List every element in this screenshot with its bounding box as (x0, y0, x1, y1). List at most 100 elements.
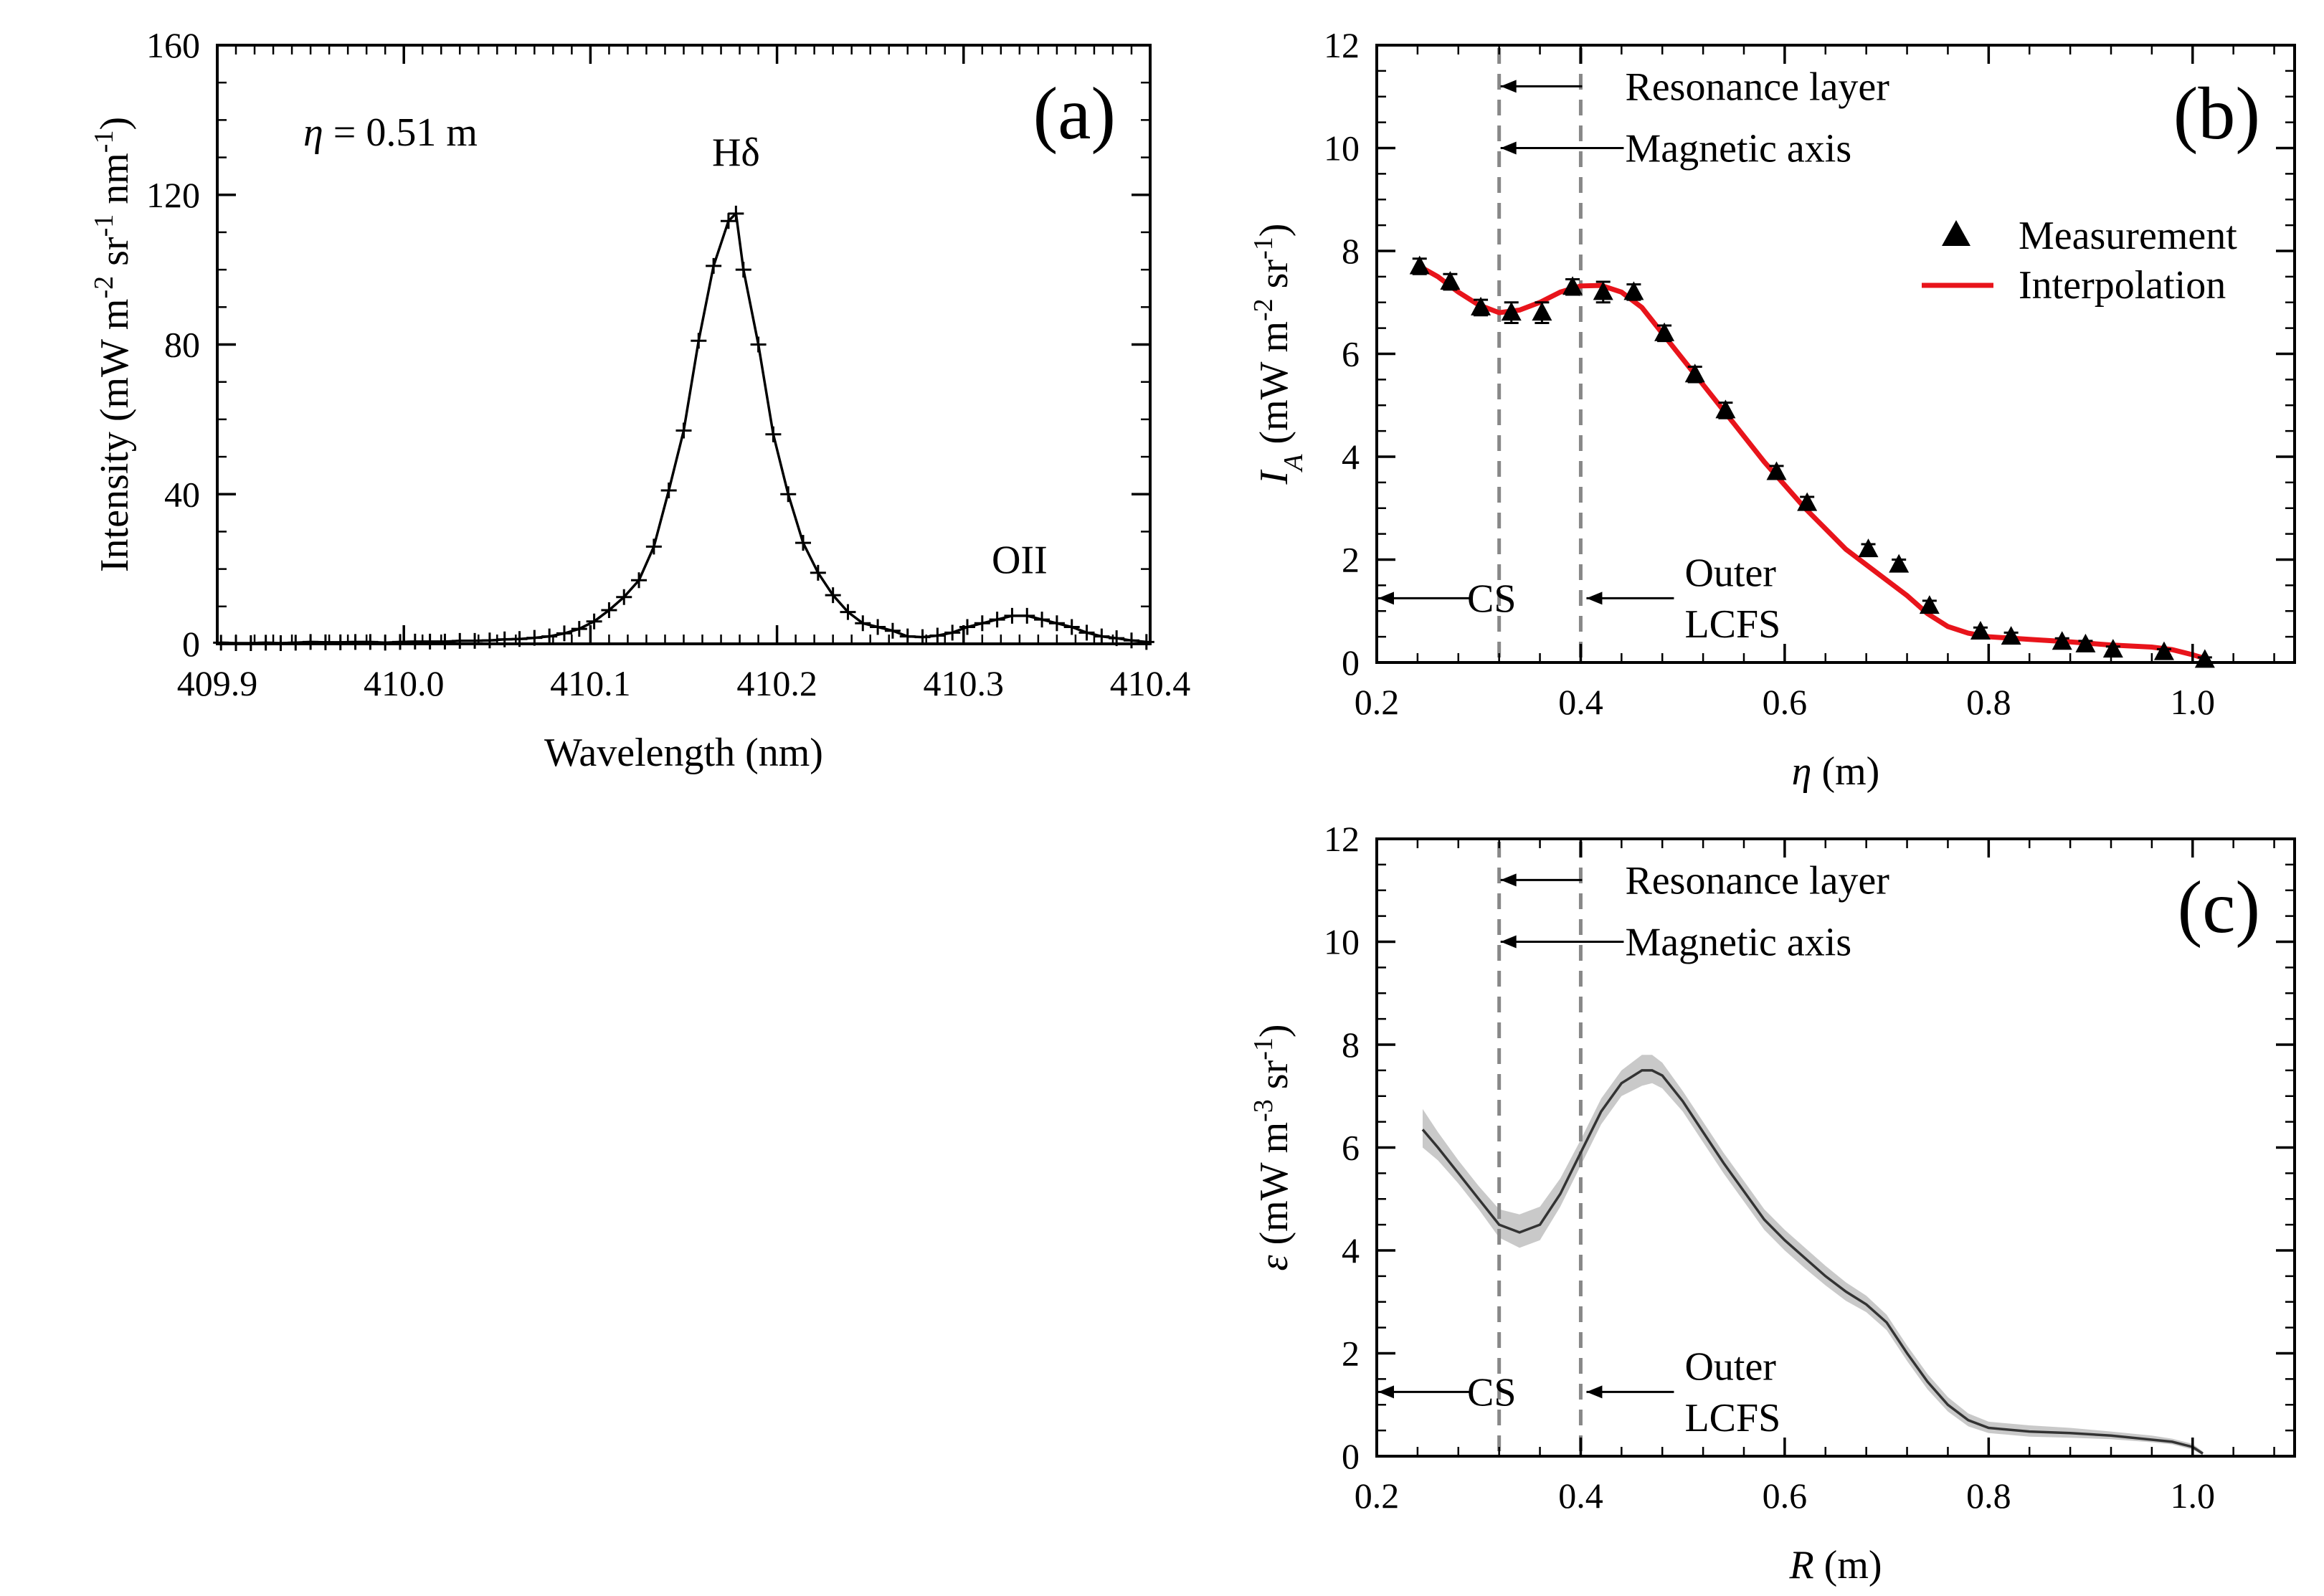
y-tick-label: 4 (1342, 1230, 1360, 1270)
spectrum-point (601, 602, 617, 619)
measurement-point (1501, 302, 1522, 321)
measurement-point (2052, 631, 2072, 650)
spectrum-point (810, 564, 826, 581)
panel-c-axes: 0.2 0.4 0.6 0.8 1.0 0 2 4 6 8 10 12 (1324, 819, 2295, 1516)
x-tick-label: 0.2 (1355, 682, 1400, 722)
resonance-layer-label: Resonance layer (1625, 858, 1889, 903)
spectrum-point (675, 422, 692, 439)
lcfs-label: LCFS (1684, 602, 1780, 647)
spectrum-point (795, 535, 812, 551)
measurement-point (2075, 633, 2096, 652)
cs-label: CS (1467, 576, 1517, 621)
spectrum-point (1004, 607, 1020, 624)
x-tick-label: 410.0 (364, 663, 445, 703)
measurement-point (1654, 322, 1675, 341)
panel-c-emissivity-chart: 0.2 0.4 0.6 0.8 1.0 0 2 4 6 8 10 12 Resonance layer… (1248, 819, 2296, 1587)
legend-measurement-marker (1942, 220, 1970, 246)
spectrum-point (929, 627, 946, 644)
spectrum-point (1019, 607, 1035, 624)
spectrum-point (706, 257, 722, 274)
measurement-point (1593, 281, 1613, 300)
x-tick-label: 410.2 (736, 663, 817, 703)
spectrum-point (1034, 612, 1050, 628)
annotation-arrow-head (1378, 592, 1394, 605)
annotation-arrow-head (1500, 80, 1517, 93)
measurement-point (1532, 302, 1552, 321)
spectrum-point (586, 613, 602, 630)
spectrum-point (571, 621, 587, 637)
y-tick-label: 0 (1342, 642, 1360, 683)
y-tick-label: 0 (1342, 1436, 1360, 1476)
y-tick-label: 160 (146, 25, 200, 65)
panel-b-y-axis-title: IA (mW m-2 sr-1) (1248, 224, 1309, 485)
x-tick-label: 1.0 (2171, 682, 2216, 722)
emissivity-line (1421, 1069, 2204, 1455)
measurement-point (1562, 276, 1583, 295)
measurement-point (1471, 296, 1491, 315)
measurement-error-bars (1412, 257, 2212, 664)
spectrum-point (1078, 624, 1095, 641)
y-tick-label: 40 (164, 474, 200, 514)
annotation-arrow-head (1500, 141, 1517, 155)
y-tick-label: 2 (1342, 540, 1360, 580)
y-tick-label: 8 (1342, 231, 1360, 271)
spectrum-point (616, 589, 632, 605)
panel-a-label: (a) (1033, 72, 1116, 155)
measurement-point (1797, 492, 1818, 511)
spectrum-point (840, 604, 856, 620)
spectrum-point (989, 612, 1005, 628)
y-tick-label: 2 (1342, 1334, 1360, 1374)
x-tick-label: 0.6 (1763, 682, 1808, 722)
spectrum-point (728, 205, 744, 222)
annotation-arrow-head (1500, 935, 1517, 949)
emissivity-uncertainty-band (1423, 1055, 2203, 1455)
measurement-point (1766, 461, 1787, 480)
measurement-point (2153, 641, 2174, 660)
spectrum-point (407, 633, 423, 650)
spectrum-point (914, 629, 931, 645)
y-tick-label: 80 (164, 325, 200, 365)
measurement-point (1684, 364, 1705, 383)
panel-b-legend: Measurement Interpolation (1922, 214, 2237, 308)
panel-b-intensity-chart: 0.2 0.4 0.6 0.8 1.0 0 2 4 6 8 10 12 Resonance layer… (1248, 25, 2296, 794)
magnetic-axis-label: Magnetic axis (1625, 127, 1851, 171)
spectrum-point (884, 622, 901, 639)
y-tick-label: 0 (182, 624, 200, 664)
y-tick-label: 10 (1324, 128, 1360, 168)
spectrum-point (467, 632, 483, 649)
magnetic-axis-label: Magnetic axis (1625, 921, 1851, 965)
spectrum-point (1048, 615, 1065, 632)
panel-a-x-axis-title: Wavelength (nm) (544, 731, 823, 775)
x-tick-label: 0.6 (1763, 1476, 1808, 1516)
spectrum-point (691, 333, 707, 349)
spectrum-point (437, 633, 453, 650)
spectrum-point (660, 483, 677, 499)
lcfs-label: LCFS (1684, 1396, 1780, 1440)
spectrum-point (870, 619, 886, 635)
spectrum-point (347, 634, 364, 650)
spectrum-point (959, 619, 975, 635)
spectrum-point (645, 538, 662, 555)
spectrum-point (780, 486, 797, 503)
x-tick-label: 1.0 (2171, 1476, 2216, 1516)
spectrum-point (1094, 628, 1110, 645)
x-tick-label: 0.2 (1355, 1476, 1400, 1516)
measurement-point (1409, 255, 1430, 275)
annotation-arrow-head (1378, 1385, 1394, 1399)
annotation-arrow-head (1500, 873, 1517, 887)
panel-a-peak-labels: Hδ OII (712, 130, 1048, 583)
spectrum-point (392, 634, 408, 650)
y-tick-label: 12 (1324, 819, 1360, 859)
spectrum-point (631, 572, 648, 589)
spectrum-point (765, 426, 782, 442)
y-tick-label: 8 (1342, 1025, 1360, 1065)
x-tick-label: 0.4 (1558, 1476, 1603, 1516)
panel-a-y-axis-title: Intensity (mW m-2 sr-1 nm-1) (89, 117, 137, 572)
panel-a-condition: η = 0.51 m (303, 110, 478, 155)
spectrum-point (1138, 634, 1154, 650)
spectrum-point (332, 634, 348, 650)
x-tick-label: 0.8 (1966, 1476, 2011, 1516)
annotation-arrow-head (1586, 1385, 1603, 1399)
panel-b-label: (b) (2173, 72, 2260, 155)
